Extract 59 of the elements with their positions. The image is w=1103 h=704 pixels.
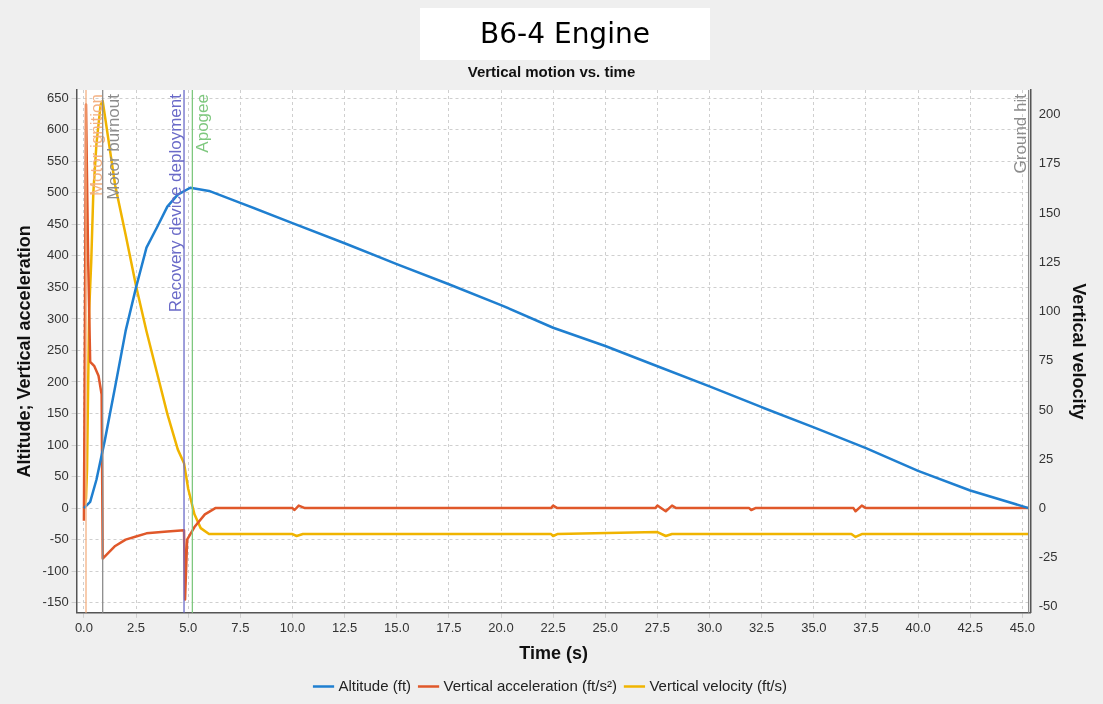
- y-tick-label: 300: [46, 310, 69, 326]
- y2-axis-title: Vertical velocity: [1069, 283, 1090, 420]
- y2-tick-label: 125: [1038, 253, 1061, 269]
- y2-tick-label: 0: [1038, 500, 1046, 516]
- x-tick-label: 32.5: [749, 620, 775, 636]
- y-tick-label: 350: [46, 278, 69, 294]
- y-tick-label: 650: [46, 89, 69, 105]
- y2-tick-label: 175: [1038, 155, 1061, 171]
- x-tick-label: 35.0: [801, 620, 827, 636]
- x-tick-label: 22.5: [540, 620, 566, 636]
- y-tick-label: 150: [46, 405, 69, 421]
- x-tick-label: 10.0: [279, 620, 306, 636]
- y2-tick-label: -25: [1038, 549, 1058, 565]
- x-tick-label: 15.0: [384, 620, 410, 636]
- ref-line-label: Recovery device deployment: [166, 93, 186, 313]
- y-tick-label: -100: [42, 562, 69, 578]
- y2-tick-label: 50: [1038, 401, 1054, 417]
- y-tick-label: 500: [46, 184, 69, 200]
- chart-title: B6-4 Engine: [420, 8, 710, 60]
- y-tick-label: 200: [46, 373, 69, 389]
- x-tick-label: 37.5: [853, 620, 879, 636]
- ref-line-label: Ground hit: [1010, 93, 1030, 174]
- y-tick-label: 600: [46, 121, 69, 137]
- x-tick-label: 7.5: [231, 620, 250, 636]
- y-axis-title: Altitude; Vertical acceleration: [13, 225, 34, 478]
- x-tick-label: 30.0: [696, 620, 723, 636]
- ref-line-label: Apogee: [193, 94, 213, 153]
- y-tick-label: -50: [49, 531, 69, 547]
- y2-tick-label: 150: [1038, 204, 1061, 220]
- legend-label: Altitude (ft): [338, 676, 412, 694]
- y-tick-label: 100: [46, 436, 69, 452]
- x-tick-label: 40.0: [905, 620, 931, 636]
- ref-line-label: Motor ignition: [87, 94, 106, 197]
- x-tick-label: 0.0: [74, 620, 93, 636]
- x-tick-label: 45.0: [1009, 620, 1036, 636]
- x-tick-label: 2.5: [127, 620, 146, 636]
- x-axis-title: Time (s): [519, 643, 589, 664]
- x-tick-label: 17.5: [436, 620, 462, 636]
- y2-tick-label: -50: [1038, 598, 1058, 614]
- y2-tick-label: 75: [1038, 352, 1054, 368]
- y-tick-label: 250: [46, 342, 69, 358]
- y-tick-label: 550: [46, 152, 69, 168]
- chart-subtitle: Vertical motion vs. time: [467, 63, 636, 81]
- x-tick-label: 27.5: [644, 620, 671, 636]
- y-tick-label: 0: [61, 499, 69, 515]
- y-tick-label: 450: [46, 215, 69, 231]
- x-tick-label: 25.0: [592, 620, 618, 636]
- y2-tick-label: 100: [1038, 303, 1061, 319]
- x-tick-label: 12.5: [331, 620, 358, 636]
- y-tick-label: -150: [42, 594, 69, 610]
- x-tick-label: 20.0: [488, 620, 514, 636]
- legend-label: Vertical acceleration (ft/s²): [443, 676, 617, 694]
- x-tick-label: 42.5: [957, 620, 983, 636]
- y-tick-label: 50: [54, 468, 69, 484]
- y2-tick-label: 200: [1038, 106, 1061, 122]
- legend-label: Vertical velocity (ft/s): [649, 676, 787, 694]
- x-tick-label: 5.0: [179, 620, 198, 636]
- y-tick-label: 400: [46, 247, 69, 263]
- y2-tick-label: 25: [1038, 450, 1054, 466]
